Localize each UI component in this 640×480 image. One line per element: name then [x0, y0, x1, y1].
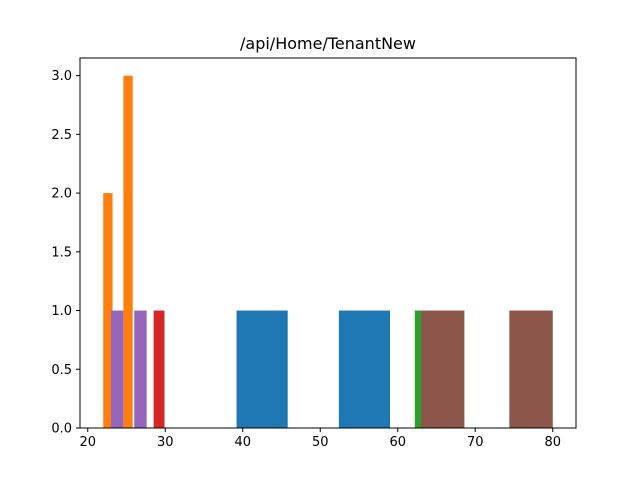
y-tick-label: 2.0	[51, 187, 72, 202]
y-tick-label: 1.0	[51, 304, 72, 319]
plot-frame	[79, 57, 577, 429]
bar-series-6-2	[509, 310, 553, 428]
y-axis: 0.0 0.5 1.0 1.5 2.0 2.5 3.0	[51, 69, 80, 437]
y-tick-label: 2.5	[51, 128, 72, 143]
y-tick-label: 0.5	[51, 363, 72, 378]
x-tick-label: 40	[234, 435, 251, 450]
bar-series-2-2	[123, 75, 133, 428]
bar-series-5-1	[111, 310, 124, 428]
x-axis: 20 30 40 50 60 70 80	[79, 428, 561, 450]
y-tick-label: 3.0	[51, 69, 72, 84]
x-tick-label: 20	[79, 435, 96, 450]
chart-title: /api/Home/TenantNew	[240, 34, 416, 53]
bar-series-5-2	[134, 310, 147, 428]
x-tick-label: 80	[544, 435, 561, 450]
bar-series-6-1	[421, 310, 465, 428]
x-tick-label: 60	[389, 435, 406, 450]
bars-layer	[103, 75, 553, 428]
y-tick-label: 1.5	[51, 245, 72, 260]
y-tick-label: 0.0	[51, 422, 72, 437]
bar-series-3-1	[414, 310, 421, 428]
bar-series-4-1	[153, 310, 165, 428]
bar-series-1-1	[236, 310, 288, 428]
x-tick-label: 50	[312, 435, 329, 450]
x-tick-label: 30	[157, 435, 174, 450]
bar-series-1-2	[338, 310, 390, 428]
bar-series-2-1	[103, 193, 113, 428]
x-tick-label: 70	[467, 435, 484, 450]
